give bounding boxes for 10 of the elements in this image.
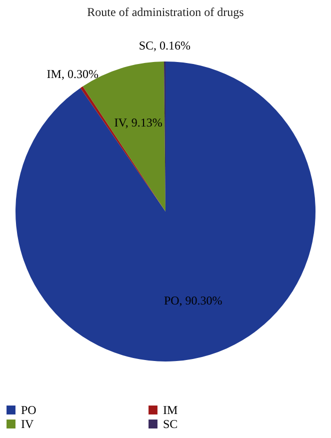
legend-label: IV: [21, 417, 34, 431]
data-label: IV, 9.13%: [114, 116, 162, 130]
legend-label: PO: [21, 403, 37, 417]
pie-slice: [16, 62, 316, 362]
data-label: SC, 0.16%: [138, 38, 191, 52]
data-label: IM, 0.30%: [46, 66, 98, 81]
legend-label: IM: [163, 403, 178, 417]
data-label: PO, 90.30%: [164, 293, 222, 308]
chart-title: Route of administration of drugs: [87, 5, 244, 19]
legend-label: SC: [163, 417, 178, 431]
